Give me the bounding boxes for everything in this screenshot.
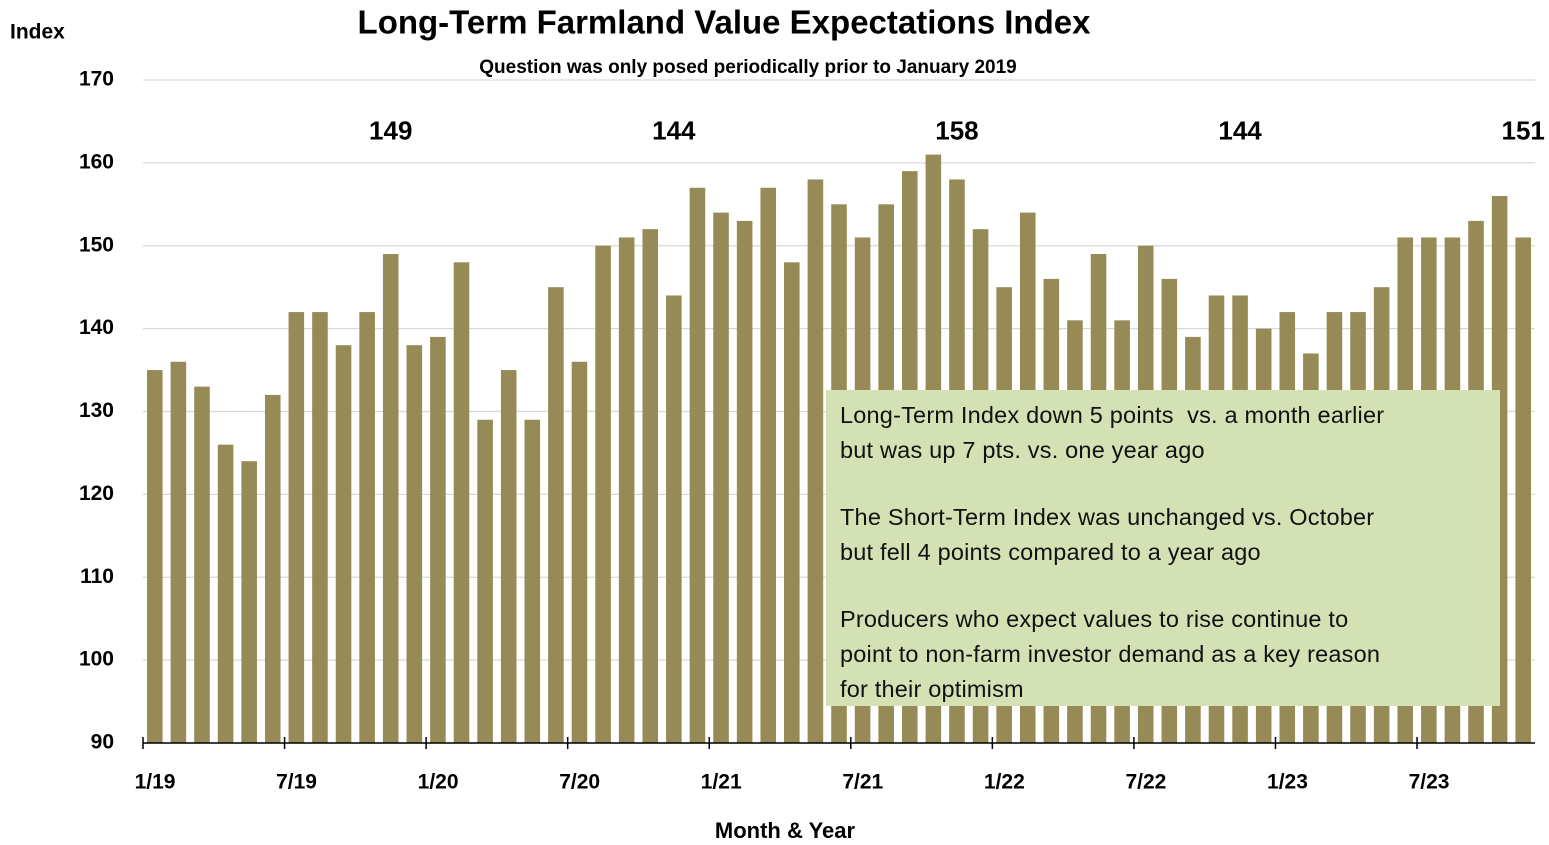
x-tick-label: 7/23 bbox=[1409, 771, 1450, 794]
x-tick-label: 7/19 bbox=[276, 771, 317, 794]
annotation-line: but was up 7 pts. vs. one year ago bbox=[840, 437, 1205, 463]
bar bbox=[194, 386, 210, 743]
annotation-paragraph: Long-Term Index down 5 points vs. a mont… bbox=[840, 398, 1486, 468]
y-tick-label: 140 bbox=[79, 316, 114, 339]
bar bbox=[524, 419, 541, 743]
annotation-line: The Short-Term Index was unchanged vs. O… bbox=[840, 504, 1375, 530]
bar bbox=[430, 336, 446, 743]
bar bbox=[477, 419, 493, 743]
bar bbox=[500, 370, 517, 743]
data-label: 149 bbox=[369, 115, 412, 145]
bar bbox=[666, 295, 682, 743]
x-tick-label: 1/20 bbox=[418, 771, 459, 794]
data-label: 144 bbox=[1218, 115, 1262, 145]
y-tick-label: 100 bbox=[79, 648, 114, 671]
x-tick-label: 1/19 bbox=[135, 771, 176, 794]
bar bbox=[217, 444, 234, 743]
x-tick-label: 1/21 bbox=[701, 771, 742, 794]
y-tick-label: 170 bbox=[79, 68, 114, 91]
annotation-line: Long-Term Index down 5 points vs. a mont… bbox=[840, 402, 1385, 428]
annotation-paragraph: The Short-Term Index was unchanged vs. O… bbox=[840, 500, 1486, 570]
x-axis-label: Month & Year bbox=[715, 818, 856, 843]
bar bbox=[335, 345, 352, 743]
y-tick-label: 90 bbox=[91, 731, 114, 754]
bar bbox=[406, 345, 423, 743]
bar bbox=[359, 312, 375, 743]
bar bbox=[147, 370, 163, 743]
bar bbox=[713, 212, 729, 744]
bar bbox=[760, 187, 777, 744]
bar bbox=[784, 262, 800, 743]
annotation-box: Long-Term Index down 5 points vs. a mont… bbox=[826, 390, 1500, 706]
bar bbox=[288, 312, 305, 743]
y-tick-label: 160 bbox=[79, 150, 114, 173]
y-tick-label: 110 bbox=[80, 565, 114, 588]
bar bbox=[642, 229, 659, 744]
bar bbox=[548, 287, 564, 743]
bar bbox=[736, 220, 753, 743]
bar bbox=[571, 361, 588, 743]
annotation-line: for their optimism bbox=[840, 676, 1024, 702]
annotation-line: point to non-farm investor demand as a k… bbox=[840, 641, 1381, 667]
annotation-paragraph: Producers who expect values to rise cont… bbox=[840, 602, 1486, 707]
bar bbox=[453, 262, 470, 743]
y-tick-label: 130 bbox=[79, 399, 114, 422]
bar bbox=[312, 312, 328, 743]
y-axis-label: Index bbox=[10, 21, 65, 44]
bar bbox=[264, 394, 281, 743]
y-tick-label: 150 bbox=[79, 233, 114, 256]
chart-title: Long-Term Farmland Value Expectations In… bbox=[358, 4, 1092, 41]
bar bbox=[618, 237, 635, 743]
y-tick-label: 120 bbox=[79, 482, 114, 505]
bar bbox=[241, 461, 257, 743]
x-tick-label: 1/22 bbox=[984, 771, 1025, 794]
x-tick-label: 1/23 bbox=[1267, 771, 1308, 794]
bar bbox=[807, 179, 824, 743]
bar bbox=[1515, 237, 1531, 743]
data-label: 158 bbox=[935, 115, 978, 145]
bar bbox=[595, 245, 611, 743]
bar bbox=[689, 187, 706, 744]
x-tick-label: 7/21 bbox=[842, 771, 883, 794]
x-tick-label: 7/22 bbox=[1125, 771, 1166, 794]
annotation-line: but fell 4 points compared to a year ago bbox=[840, 539, 1261, 565]
data-label: 151 bbox=[1502, 115, 1545, 145]
x-tick-label: 7/20 bbox=[559, 771, 600, 794]
annotation-line: Producers who expect values to rise cont… bbox=[840, 606, 1349, 632]
bar bbox=[170, 361, 187, 743]
data-label: 144 bbox=[652, 115, 696, 145]
chart-subtitle: Question was only posed periodically pri… bbox=[479, 57, 1016, 78]
bar bbox=[382, 254, 399, 743]
